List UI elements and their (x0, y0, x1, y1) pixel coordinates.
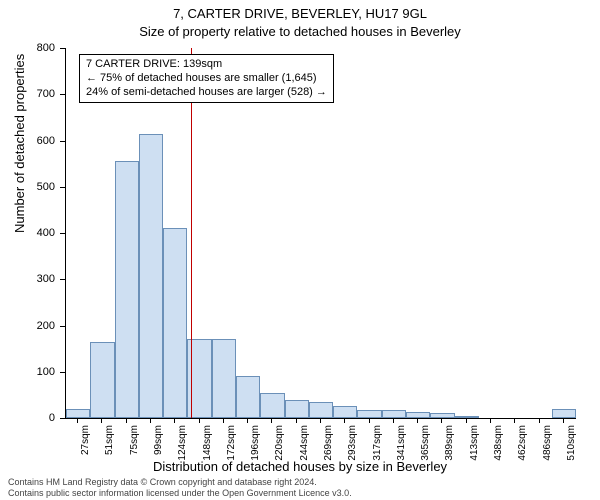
histogram-bar (357, 410, 381, 418)
y-tick-label: 200 (37, 320, 55, 332)
y-tick-label: 400 (37, 227, 55, 239)
x-tick-label: 124sqm (177, 425, 188, 461)
x-tick-label: 293sqm (347, 425, 358, 461)
y-tick-label: 0 (49, 412, 55, 424)
histogram-bar (285, 400, 309, 419)
x-tick (320, 418, 321, 423)
x-tick (441, 418, 442, 423)
x-tick (539, 418, 540, 423)
x-axis-label: Distribution of detached houses by size … (0, 459, 600, 474)
x-tick-label: 341sqm (396, 425, 407, 461)
x-tick-label: 438sqm (493, 425, 504, 461)
x-tick-label: 510sqm (566, 425, 577, 461)
y-tick-label: 500 (37, 181, 55, 193)
x-tick-label: 365sqm (420, 425, 431, 461)
x-tick-label: 27sqm (80, 425, 91, 455)
x-tick-label: 317sqm (372, 425, 383, 461)
x-tick-label: 172sqm (226, 425, 237, 461)
footer-attribution: Contains HM Land Registry data © Crown c… (8, 477, 352, 498)
y-tick-label: 100 (37, 366, 55, 378)
y-tick-label: 600 (37, 135, 55, 147)
x-tick (563, 418, 564, 423)
histogram-bar (236, 376, 260, 418)
x-tick (77, 418, 78, 423)
plot-area: 7 CARTER DRIVE: 139sqm ← 75% of detached… (65, 48, 576, 419)
histogram-bar (333, 406, 357, 418)
annotation-line-2: ← 75% of detached houses are smaller (1,… (86, 72, 327, 86)
x-tick (296, 418, 297, 423)
x-tick (174, 418, 175, 423)
histogram-bar (90, 342, 114, 418)
annotation-line-3: 24% of semi-detached houses are larger (… (86, 86, 327, 100)
x-tick-label: 244sqm (299, 425, 310, 461)
x-tick (490, 418, 491, 423)
x-tick (514, 418, 515, 423)
x-tick-label: 220sqm (274, 425, 285, 461)
y-tick-label: 700 (37, 88, 55, 100)
x-tick (101, 418, 102, 423)
chart-subtitle: Size of property relative to detached ho… (0, 24, 600, 39)
chart-container: 7, CARTER DRIVE, BEVERLEY, HU17 9GL Size… (0, 0, 600, 500)
y-axis-label: Number of detached properties (12, 54, 27, 233)
x-tick-label: 196sqm (250, 425, 261, 461)
histogram-bar (309, 402, 333, 418)
x-tick (393, 418, 394, 423)
x-tick-label: 99sqm (153, 425, 164, 455)
x-tick (247, 418, 248, 423)
histogram-bar (455, 416, 479, 418)
x-tick-label: 486sqm (542, 425, 553, 461)
footer-line-2: Contains public sector information licen… (8, 488, 352, 498)
x-tick (369, 418, 370, 423)
histogram-bar (406, 412, 430, 418)
x-tick (466, 418, 467, 423)
histogram-bar (115, 161, 139, 418)
histogram-bar (430, 413, 454, 418)
x-tick (271, 418, 272, 423)
histogram-bar (552, 409, 576, 418)
x-tick-label: 389sqm (444, 425, 455, 461)
y-tick-label: 800 (37, 42, 55, 54)
x-tick (223, 418, 224, 423)
x-tick-label: 269sqm (323, 425, 334, 461)
x-tick (126, 418, 127, 423)
x-tick-label: 148sqm (202, 425, 213, 461)
histogram-bar (139, 134, 163, 418)
footer-line-1: Contains HM Land Registry data © Crown c… (8, 477, 352, 487)
page-title: 7, CARTER DRIVE, BEVERLEY, HU17 9GL (0, 6, 600, 21)
x-tick-label: 462sqm (517, 425, 528, 461)
x-tick-label: 413sqm (469, 425, 480, 461)
y-tick-label: 300 (37, 273, 55, 285)
histogram-bar (382, 410, 406, 418)
histogram-bar (66, 409, 90, 418)
reference-line (191, 48, 192, 418)
x-tick (344, 418, 345, 423)
x-tick (417, 418, 418, 423)
histogram-bar (163, 228, 187, 418)
x-tick-label: 51sqm (104, 425, 115, 455)
annotation-line-1: 7 CARTER DRIVE: 139sqm (86, 58, 327, 72)
x-tick (150, 418, 151, 423)
x-tick-label: 75sqm (129, 425, 140, 455)
x-tick (199, 418, 200, 423)
histogram-bar (260, 393, 284, 418)
histogram-bar (212, 339, 236, 418)
annotation-box: 7 CARTER DRIVE: 139sqm ← 75% of detached… (79, 54, 334, 103)
